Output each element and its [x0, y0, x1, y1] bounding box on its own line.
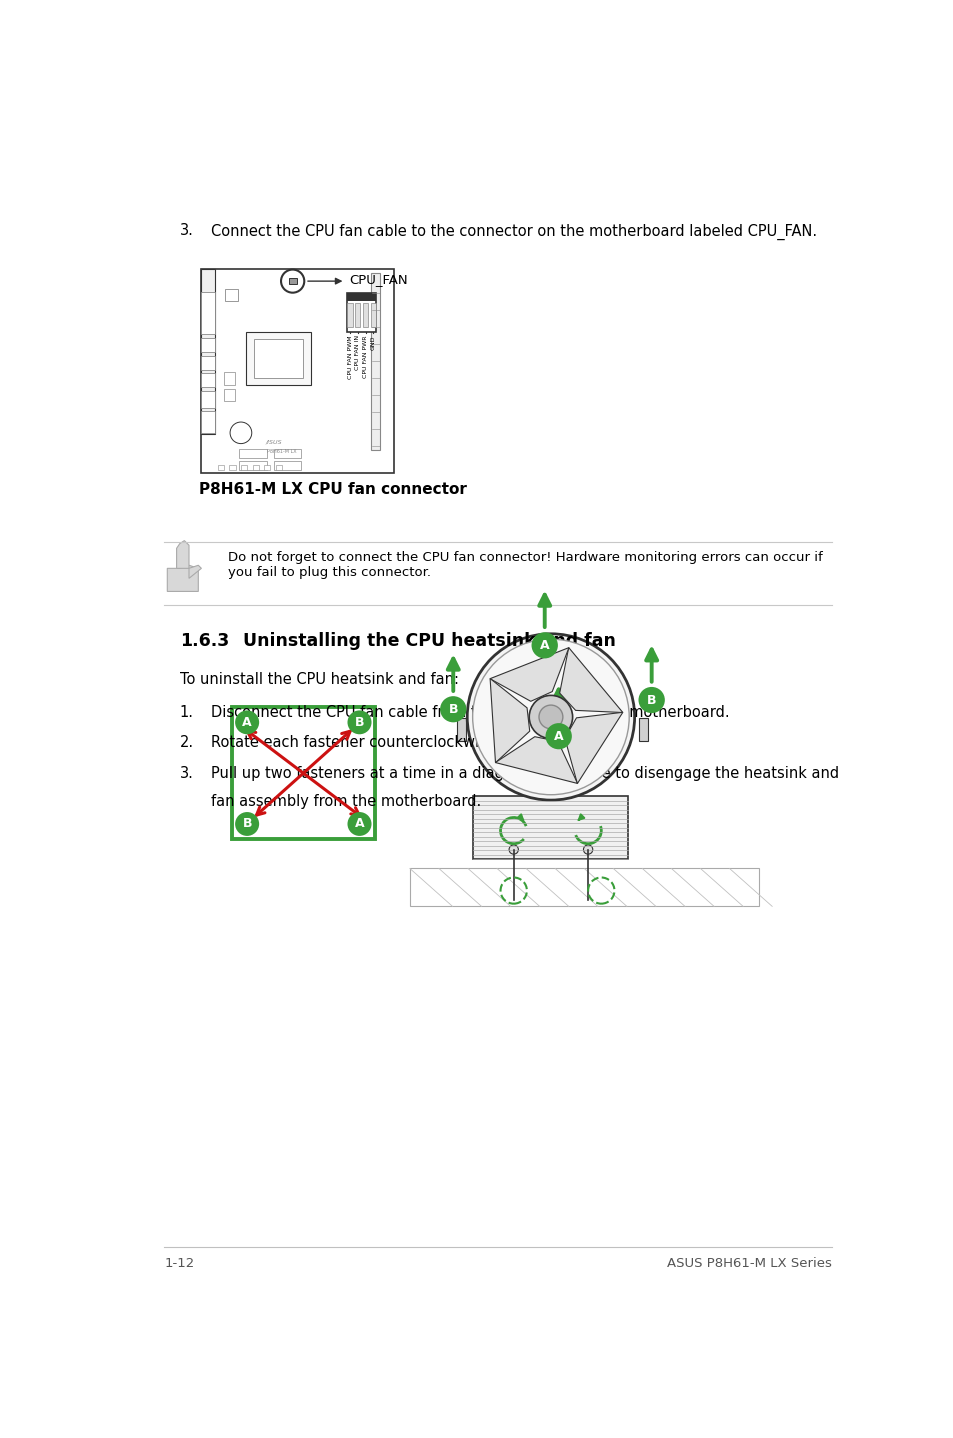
Text: P8H61-M LX: P8H61-M LX: [267, 449, 296, 454]
Bar: [224, 390, 234, 401]
Polygon shape: [559, 647, 622, 712]
Circle shape: [638, 687, 664, 713]
Text: A: A: [539, 638, 549, 651]
Bar: [200, 269, 394, 473]
Text: CPU FAN PWR: CPU FAN PWR: [363, 335, 368, 378]
Text: 2.: 2.: [179, 735, 193, 751]
Circle shape: [234, 812, 259, 835]
Circle shape: [347, 812, 371, 835]
Bar: [274, 460, 301, 470]
Circle shape: [583, 846, 592, 854]
Bar: [201, 355, 215, 370]
Polygon shape: [490, 647, 568, 702]
Text: Connect the CPU fan cable to the connector on the motherboard labeled CPU_FAN.: Connect the CPU fan cable to the connect…: [211, 223, 816, 240]
Text: A: A: [355, 817, 364, 831]
Bar: [239, 460, 266, 470]
Text: Do not forget to connect the CPU fan connector! Hardware monitoring errors can o: Do not forget to connect the CPU fan con…: [228, 551, 821, 580]
Bar: [201, 372, 215, 387]
Text: B: B: [242, 817, 252, 831]
Text: Pull up two fasteners at a time in a diagonal sequence to disengage the heatsink: Pull up two fasteners at a time in a dia…: [211, 766, 838, 781]
Text: Uninstalling the CPU heatsink and fan: Uninstalling the CPU heatsink and fan: [243, 633, 616, 650]
Bar: [217, 464, 224, 470]
Text: B: B: [646, 693, 656, 706]
Text: A: A: [242, 716, 252, 729]
Bar: [201, 411, 215, 433]
Circle shape: [281, 269, 304, 293]
Circle shape: [531, 633, 558, 659]
Bar: [347, 302, 353, 328]
Text: 1.6.3: 1.6.3: [179, 633, 229, 650]
Bar: [347, 293, 376, 332]
Polygon shape: [167, 565, 198, 591]
Bar: [355, 302, 360, 328]
Text: ASUS P8H61-M LX Series: ASUS P8H61-M LX Series: [667, 1257, 831, 1270]
Text: 3.: 3.: [179, 223, 193, 239]
Circle shape: [545, 723, 571, 749]
Bar: [224, 372, 234, 384]
Polygon shape: [495, 736, 577, 784]
Text: fan assembly from the motherboard.: fan assembly from the motherboard.: [211, 794, 480, 810]
Text: /ISUS: /ISUS: [266, 440, 282, 444]
Text: Disconnect the CPU fan cable from the connector on the motherboard.: Disconnect the CPU fan cable from the co…: [211, 705, 728, 719]
Bar: [473, 797, 628, 858]
Bar: [289, 278, 296, 285]
Polygon shape: [490, 679, 529, 762]
Circle shape: [509, 846, 517, 854]
Bar: [253, 339, 302, 378]
Bar: [253, 464, 258, 470]
Circle shape: [234, 710, 259, 735]
Bar: [456, 718, 466, 741]
Bar: [371, 273, 380, 450]
Polygon shape: [564, 712, 622, 784]
Circle shape: [529, 696, 572, 739]
Bar: [370, 302, 375, 328]
Text: A: A: [554, 729, 563, 742]
Bar: [229, 464, 235, 470]
Circle shape: [467, 634, 634, 800]
Text: 3.: 3.: [179, 766, 193, 781]
Bar: [264, 464, 270, 470]
Circle shape: [439, 696, 466, 722]
Circle shape: [347, 710, 371, 735]
Bar: [201, 391, 215, 408]
Text: Rotate each fastener counterclockwise.: Rotate each fastener counterclockwise.: [211, 735, 499, 751]
Text: CPU_FAN: CPU_FAN: [349, 273, 408, 286]
Bar: [232, 707, 375, 840]
Text: To uninstall the CPU heatsink and fan:: To uninstall the CPU heatsink and fan:: [179, 673, 458, 687]
Bar: [410, 869, 758, 906]
Polygon shape: [176, 541, 189, 568]
Bar: [225, 289, 237, 301]
Bar: [201, 292, 215, 334]
Circle shape: [472, 638, 629, 795]
Bar: [638, 718, 647, 741]
Circle shape: [230, 421, 252, 443]
Bar: [239, 449, 266, 459]
Text: CPU FAN PWM: CPU FAN PWM: [347, 335, 353, 378]
Bar: [362, 302, 368, 328]
Polygon shape: [189, 565, 201, 578]
Bar: [245, 332, 311, 385]
Text: 1.: 1.: [179, 705, 193, 719]
Bar: [275, 464, 282, 470]
Text: GND: GND: [371, 335, 375, 349]
Bar: [201, 338, 215, 352]
Text: CPU FAN IN: CPU FAN IN: [355, 335, 360, 370]
Circle shape: [538, 705, 562, 729]
Text: B: B: [448, 703, 457, 716]
Text: P8H61-M LX CPU fan connector: P8H61-M LX CPU fan connector: [199, 482, 466, 498]
Bar: [200, 269, 214, 434]
Text: B: B: [355, 716, 364, 729]
Text: 1-12: 1-12: [164, 1257, 194, 1270]
Bar: [347, 293, 376, 301]
Bar: [241, 464, 247, 470]
Bar: [274, 449, 301, 459]
